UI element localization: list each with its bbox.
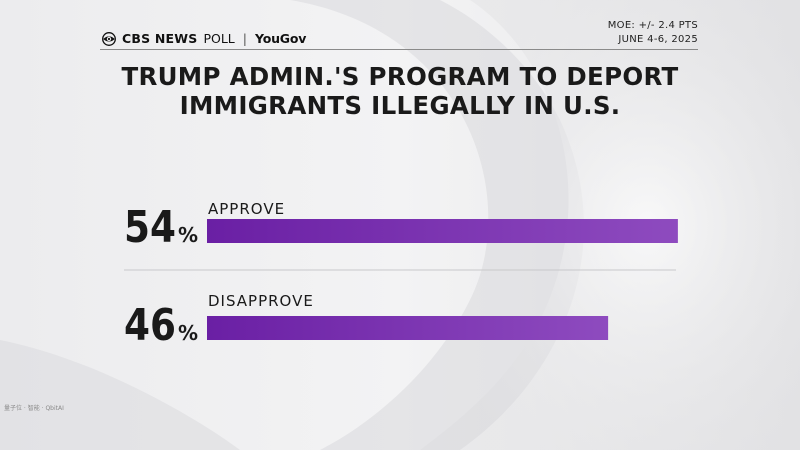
value-suffix-approve: %: [178, 223, 198, 247]
header: CBS NEWS POLL | YouGov MOE: +/- 2.4 PTS …: [0, 0, 800, 60]
poll-meta: MOE: +/- 2.4 PTS JUNE 4-6, 2025: [608, 19, 698, 47]
brand-logo: CBS NEWS POLL | YouGov: [102, 31, 306, 46]
header-divider: [100, 49, 698, 50]
bar-approve: [207, 219, 678, 243]
chart-title: TRUMP ADMIN.'S PROGRAM TO DEPORT IMMIGRA…: [121, 62, 679, 120]
poll-dates: JUNE 4-6, 2025: [618, 34, 698, 45]
watermark: 量子位 · 智能 · QbitAI: [4, 405, 64, 412]
category-label-disapprove: DISAPPROVE: [208, 292, 314, 310]
value-suffix-disapprove: %: [178, 321, 198, 345]
value-label-disapprove: 46: [124, 300, 176, 351]
brand-cbs-news: CBS NEWS: [122, 31, 198, 46]
brand-poll: POLL: [203, 31, 235, 46]
value-label-approve: 54: [124, 202, 176, 253]
brand-separator: |: [242, 31, 247, 46]
margin-of-error: MOE: +/- 2.4 PTS: [607, 20, 698, 31]
category-label-approve: APPROVE: [208, 200, 285, 218]
cbs-eye-icon: [102, 31, 116, 46]
brand-yougov: YouGov: [254, 31, 307, 46]
bar-disapprove: [207, 316, 609, 340]
